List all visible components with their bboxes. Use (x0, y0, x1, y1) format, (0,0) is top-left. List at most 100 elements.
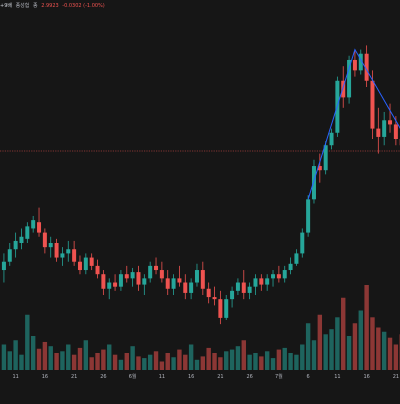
candle-body[interactable] (66, 249, 70, 253)
x-tick-label: 21 (71, 374, 77, 380)
candle-body[interactable] (230, 291, 234, 299)
candle-body[interactable] (107, 283, 111, 289)
candle-body[interactable] (25, 226, 29, 238)
candle-body[interactable] (242, 283, 246, 293)
candle-body[interactable] (148, 266, 152, 278)
volume-bar (72, 355, 76, 370)
volume-bar (329, 329, 333, 370)
candle-body[interactable] (330, 133, 334, 145)
candle-body[interactable] (90, 258, 94, 266)
candle-body[interactable] (183, 283, 187, 293)
candle-body[interactable] (8, 249, 12, 261)
candle-body[interactable] (370, 81, 374, 129)
candle-body[interactable] (119, 274, 123, 286)
candle-body[interactable] (248, 287, 252, 293)
candle-body[interactable] (14, 241, 18, 249)
candle-body[interactable] (207, 289, 211, 297)
volume-bar (177, 350, 181, 370)
candle-body[interactable] (43, 233, 47, 248)
candle-body[interactable] (265, 278, 269, 284)
candle-body[interactable] (37, 222, 41, 232)
volume-bar (312, 340, 316, 370)
x-tick-label: 11 (334, 374, 340, 380)
candle-body[interactable] (277, 274, 281, 278)
volume-bar (341, 298, 345, 370)
volume-bar (224, 351, 228, 370)
volume-bar (166, 353, 170, 370)
candle-body[interactable] (72, 249, 76, 261)
candle-body[interactable] (294, 253, 298, 263)
candle-body[interactable] (84, 258, 88, 270)
candle-body[interactable] (142, 278, 146, 284)
candle-body[interactable] (55, 243, 59, 258)
volume-bar (142, 358, 146, 370)
candle-body[interactable] (19, 237, 23, 243)
volume-bar (206, 348, 210, 370)
candle-body[interactable] (177, 278, 181, 282)
interval-label: +9배 (0, 3, 12, 9)
candle-body[interactable] (312, 166, 316, 199)
volume-bar (212, 353, 216, 370)
candle-body[interactable] (353, 60, 357, 70)
candle-body[interactable] (382, 120, 386, 137)
current-price: 2.9923 (41, 3, 59, 9)
candle-body[interactable] (347, 60, 351, 97)
candle-body[interactable] (195, 270, 199, 282)
volume-bar (300, 345, 304, 371)
volume-bar (54, 353, 58, 370)
candle-body[interactable] (271, 274, 275, 278)
price-change: -0.0302 (-1.00%) (62, 3, 104, 9)
candle-body[interactable] (253, 278, 257, 286)
candle-body[interactable] (213, 297, 217, 299)
volume-bar (84, 340, 88, 370)
volume-bar (78, 348, 82, 370)
candle-body[interactable] (236, 283, 240, 291)
candle-body[interactable] (224, 299, 228, 318)
candle-body[interactable] (101, 274, 105, 289)
volume-bar (171, 357, 175, 370)
candle-body[interactable] (96, 266, 100, 274)
volume-bar (294, 355, 298, 370)
volume-bar (37, 349, 41, 370)
candle-body[interactable] (136, 272, 140, 284)
volume-bar (2, 345, 6, 371)
candle-body[interactable] (154, 266, 158, 270)
volume-bar (119, 360, 123, 370)
candle-body[interactable] (2, 262, 6, 270)
candle-body[interactable] (166, 278, 170, 288)
volume-bar (259, 356, 263, 370)
volume-bar (125, 353, 129, 370)
candle-body[interactable] (113, 283, 117, 287)
candle-body[interactable] (201, 270, 205, 289)
candle-body[interactable] (31, 220, 35, 228)
volume-bar (242, 340, 246, 370)
candle-body[interactable] (125, 274, 129, 278)
candle-body[interactable] (306, 199, 310, 232)
candle-body[interactable] (172, 278, 176, 288)
volume-bar (19, 355, 23, 370)
candle-body[interactable] (394, 124, 398, 139)
candle-body[interactable] (300, 233, 304, 254)
candle-body[interactable] (131, 272, 135, 278)
volume-bar (218, 357, 222, 370)
candle-body[interactable] (388, 120, 392, 124)
volume-bar (8, 351, 12, 370)
x-tick-label: 21 (217, 374, 223, 380)
x-tick-label: 11 (12, 374, 18, 380)
candle-body[interactable] (160, 270, 164, 278)
candle-body[interactable] (60, 253, 64, 257)
candle-body[interactable] (259, 278, 263, 284)
trendline-drawing[interactable] (308, 50, 400, 200)
candle-body[interactable] (289, 264, 293, 270)
candle-body[interactable] (283, 270, 287, 278)
chart-header: +9배 종성험 종 2.9923 -0.0302 (-1.00%) (0, 0, 400, 12)
volume-bar (189, 345, 193, 371)
candle-body[interactable] (49, 243, 53, 247)
candle-body[interactable] (218, 299, 222, 318)
candle-body[interactable] (189, 283, 193, 293)
volume-bar (394, 345, 398, 371)
candle-body[interactable] (376, 129, 380, 137)
candle-body[interactable] (78, 262, 82, 270)
